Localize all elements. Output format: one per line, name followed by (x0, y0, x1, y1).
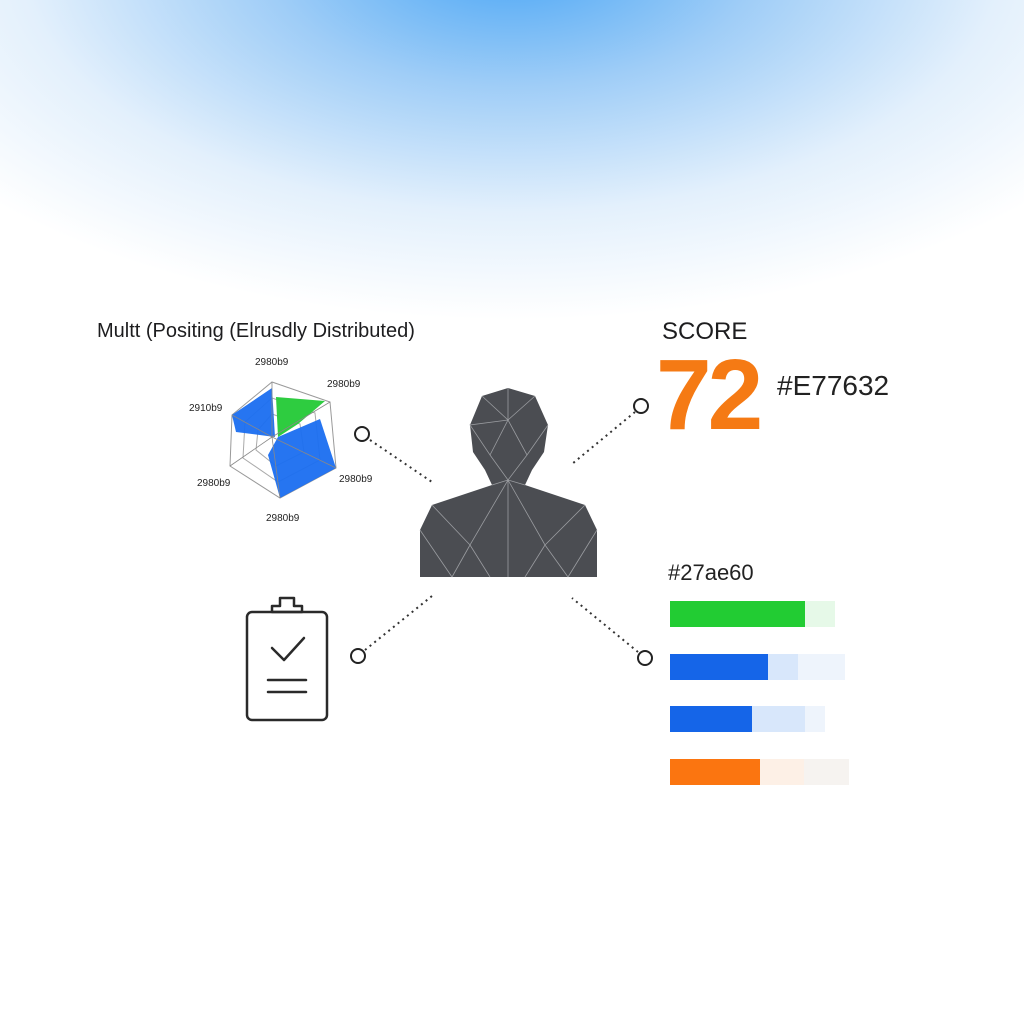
radar-axis-label: 2980b9 (339, 474, 373, 485)
radar-spokes (229, 382, 337, 499)
radar-axis-label: 2980b9 (327, 379, 361, 390)
node-bottom-left (350, 648, 366, 664)
radar-axis-label: 2980b9 (255, 357, 289, 368)
bar-fill (670, 654, 768, 680)
bar-fill (670, 601, 806, 627)
bars-label: #27ae60 (668, 560, 754, 585)
progress-bar (670, 706, 825, 732)
bar-track-mid (768, 654, 798, 680)
node-top-right (633, 398, 649, 414)
radar-chart (229, 381, 337, 499)
connector-top-left (369, 439, 433, 483)
score-value: 72 (656, 339, 763, 451)
connector-bottom-left (364, 595, 433, 651)
progress-bar (670, 759, 849, 785)
node-bottom-right (637, 650, 653, 666)
radar-series-blue-left (232, 388, 275, 437)
connector-top-right (571, 411, 636, 465)
score-label: SCORE (662, 318, 748, 345)
score-color-code: #E77632 (777, 370, 890, 401)
radar-axis-label: 2980b9 (266, 513, 300, 524)
radar-axis-label: 2910b9 (189, 403, 223, 414)
bar-track (797, 654, 845, 680)
bar-track (804, 706, 825, 732)
node-top-left (354, 426, 370, 442)
radar-title: Multt (Positing (Elrusdly Distributed) (97, 320, 415, 342)
person-icon (419, 388, 598, 578)
bar-fill (670, 706, 753, 732)
bar-track (804, 759, 849, 785)
clipboard-check-icon (245, 596, 329, 722)
bar-fill (670, 759, 760, 785)
bar-track-mid (752, 706, 805, 732)
connector-bottom-right (571, 597, 639, 653)
progress-bar (670, 654, 845, 680)
progress-bar (670, 601, 835, 627)
radar-axis-label: 2980b9 (197, 478, 231, 489)
bar-track-mid (759, 759, 805, 785)
bar-track (805, 601, 835, 627)
radar-series-blue-right (268, 419, 336, 498)
